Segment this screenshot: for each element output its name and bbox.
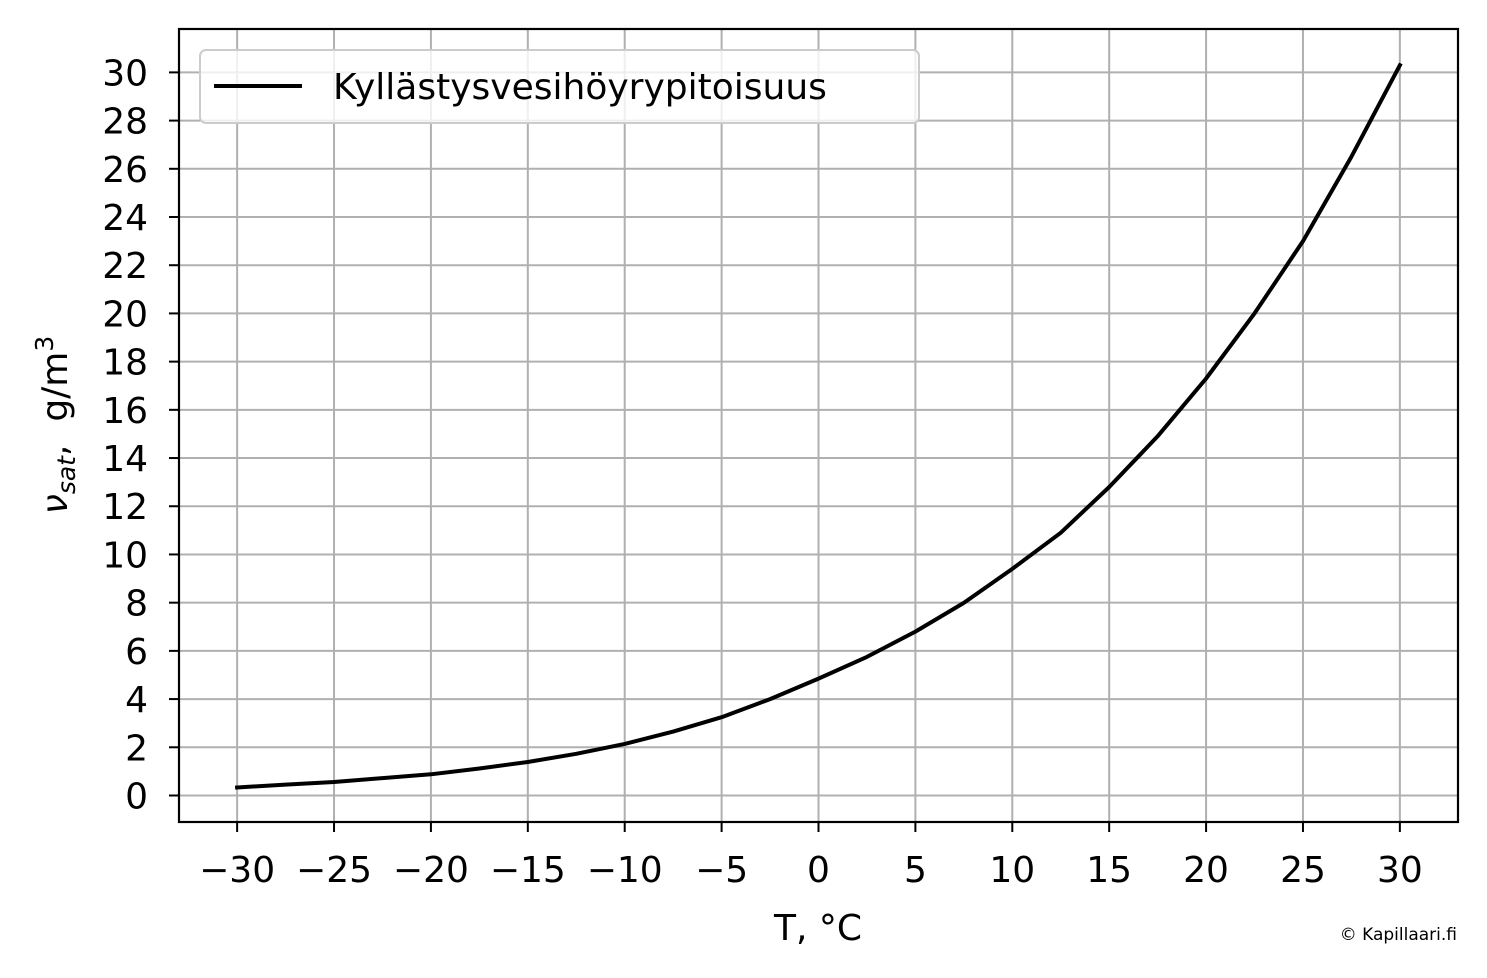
y-tick-label: 4 <box>125 680 148 721</box>
y-tick-label: 20 <box>102 294 148 335</box>
y-axis-label-subscript: sat <box>52 455 81 494</box>
x-tick-label: 15 <box>1086 850 1132 891</box>
x-tick-label: 0 <box>807 850 830 891</box>
y-tick-label: 12 <box>102 487 148 528</box>
credit-text: © Kapillaari.fi <box>1340 925 1457 945</box>
x-tick-label: −20 <box>393 850 469 891</box>
legend: Kyllästysvesihöyrypitoisuus <box>200 50 919 123</box>
legend-entry-label: Kyllästysvesihöyrypitoisuus <box>333 67 827 108</box>
y-tick-label: 16 <box>102 391 148 432</box>
x-tick-label: 10 <box>989 850 1035 891</box>
y-tick-label: 28 <box>102 102 148 143</box>
y-tick-label: 10 <box>102 535 148 576</box>
y-tick-label: 18 <box>102 343 148 384</box>
y-axis-label-unit: , g/m <box>35 352 76 456</box>
y-tick-label: 14 <box>102 439 148 480</box>
y-tick-label: 8 <box>125 584 148 625</box>
y-tick-label: 6 <box>125 632 148 673</box>
y-axis-label: νsat, g/m3 <box>30 336 81 515</box>
x-tick-label: −25 <box>296 850 372 891</box>
y-tick-label: 26 <box>102 150 148 191</box>
x-tick-label: −5 <box>695 850 748 891</box>
x-axis-label: T, °C <box>773 908 862 949</box>
x-tick-label: 25 <box>1280 850 1326 891</box>
x-tick-label: −15 <box>490 850 566 891</box>
y-tick-label: 2 <box>125 728 148 769</box>
x-tick-label: 30 <box>1377 850 1423 891</box>
y-axis-label-superscript: 3 <box>30 336 59 352</box>
y-tick-label: 22 <box>102 246 148 287</box>
y-tick-label: 0 <box>125 776 148 817</box>
y-axis-label-symbol: ν <box>35 494 76 514</box>
x-tick-label: 20 <box>1183 850 1229 891</box>
x-tick-label: −10 <box>587 850 663 891</box>
x-tick-labels: −30 −25 −20 −15 −10 −5 0 5 10 15 20 25 30 <box>199 850 1423 891</box>
y-tick-label: 30 <box>102 53 148 94</box>
y-tick-label: 24 <box>102 198 148 239</box>
x-tick-label: 5 <box>904 850 927 891</box>
x-tick-label: −30 <box>199 850 275 891</box>
